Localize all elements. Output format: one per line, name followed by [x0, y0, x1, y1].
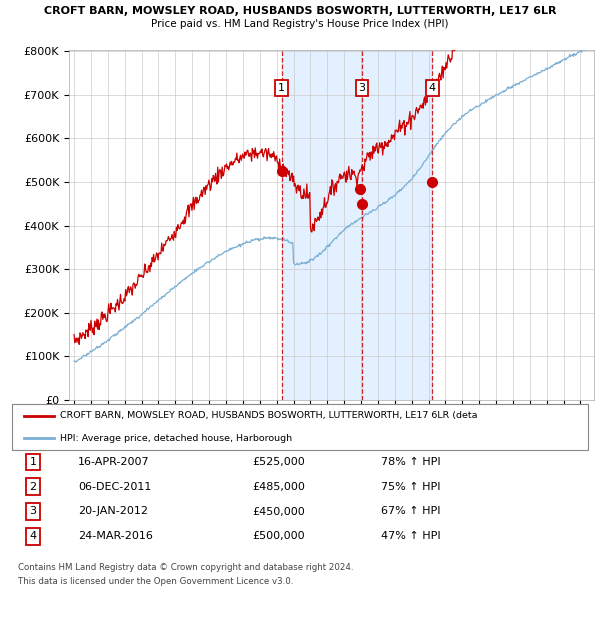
Text: 20-JAN-2012: 20-JAN-2012 — [78, 507, 148, 516]
Text: 4: 4 — [29, 531, 37, 541]
Text: CROFT BARN, MOWSLEY ROAD, HUSBANDS BOSWORTH, LUTTERWORTH, LE17 6LR (deta: CROFT BARN, MOWSLEY ROAD, HUSBANDS BOSWO… — [60, 411, 478, 420]
Text: 4: 4 — [429, 83, 436, 93]
Text: HPI: Average price, detached house, Harborough: HPI: Average price, detached house, Harb… — [60, 433, 292, 443]
Text: £500,000: £500,000 — [252, 531, 305, 541]
Text: 16-APR-2007: 16-APR-2007 — [78, 457, 149, 467]
Text: This data is licensed under the Open Government Licence v3.0.: This data is licensed under the Open Gov… — [18, 577, 293, 586]
Text: 2: 2 — [29, 482, 37, 492]
Text: £485,000: £485,000 — [252, 482, 305, 492]
Text: £525,000: £525,000 — [252, 457, 305, 467]
Text: 3: 3 — [29, 507, 37, 516]
Text: 1: 1 — [278, 83, 285, 93]
Text: £450,000: £450,000 — [252, 507, 305, 516]
Text: CROFT BARN, MOWSLEY ROAD, HUSBANDS BOSWORTH, LUTTERWORTH, LE17 6LR: CROFT BARN, MOWSLEY ROAD, HUSBANDS BOSWO… — [44, 6, 556, 16]
Text: 67% ↑ HPI: 67% ↑ HPI — [381, 507, 440, 516]
Text: 1: 1 — [29, 457, 37, 467]
Text: 78% ↑ HPI: 78% ↑ HPI — [381, 457, 440, 467]
Text: 24-MAR-2016: 24-MAR-2016 — [78, 531, 153, 541]
Bar — [281, 50, 433, 400]
Text: 47% ↑ HPI: 47% ↑ HPI — [381, 531, 440, 541]
Text: Price paid vs. HM Land Registry's House Price Index (HPI): Price paid vs. HM Land Registry's House … — [151, 19, 449, 29]
Text: Contains HM Land Registry data © Crown copyright and database right 2024.: Contains HM Land Registry data © Crown c… — [18, 563, 353, 572]
Text: 75% ↑ HPI: 75% ↑ HPI — [381, 482, 440, 492]
Text: 3: 3 — [358, 83, 365, 93]
Text: 06-DEC-2011: 06-DEC-2011 — [78, 482, 151, 492]
